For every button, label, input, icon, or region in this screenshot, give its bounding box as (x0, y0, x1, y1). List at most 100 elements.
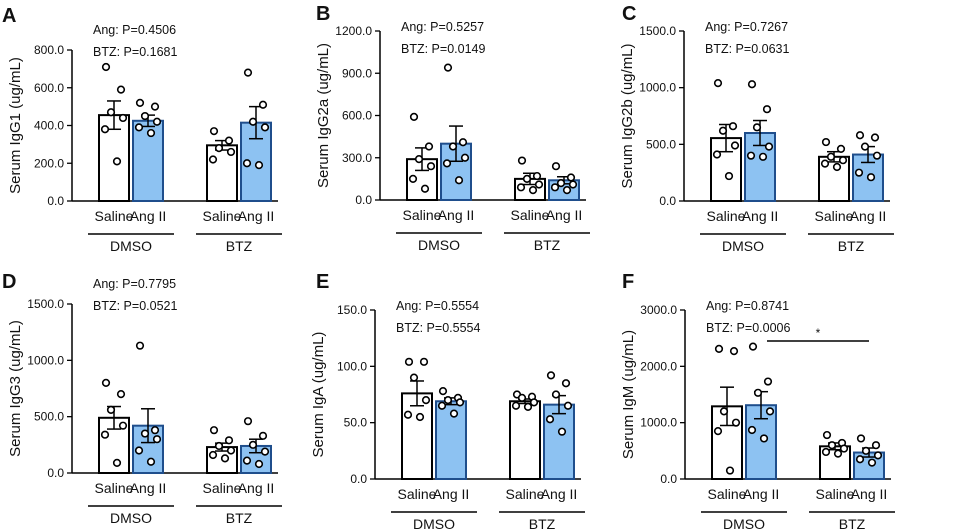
data-point (820, 159, 830, 168)
data-point (248, 117, 258, 126)
stats-text: Ang: P=0.4506 (93, 23, 176, 37)
data-point (224, 136, 234, 145)
y-tick-label: 400.0 (34, 119, 64, 133)
data-point (152, 435, 162, 444)
data-point (258, 431, 268, 440)
stats-text: Ang: P=0.5554 (396, 299, 479, 313)
y-axis-label: Serum IgG2a (ug/mL) (315, 43, 332, 188)
y-tick-label: 150.0 (337, 303, 367, 317)
stats-text: Ang: P=0.5257 (401, 20, 484, 34)
data-point (260, 447, 270, 456)
y-axis-label: Serum IgG3 (ug/mL) (7, 320, 24, 457)
category-label: Saline (506, 486, 545, 502)
group-label: DMSO (418, 237, 460, 253)
data-point (409, 373, 419, 382)
bar (509, 400, 541, 481)
y-tick-label: 0.0 (47, 194, 64, 208)
group-label: BTZ (226, 238, 253, 254)
category-label: Saline (203, 208, 242, 224)
data-point (442, 159, 452, 168)
stats-text: Ang: P=0.8741 (706, 299, 789, 313)
data-point (712, 150, 722, 159)
data-point (424, 142, 434, 151)
category-label: Saline (403, 207, 442, 223)
panel-letter: C (622, 3, 636, 25)
data-point (146, 128, 156, 138)
data-point (528, 186, 538, 195)
data-point (517, 156, 527, 165)
data-point (517, 393, 527, 402)
data-point (443, 396, 453, 405)
y-tick-label: 800.0 (34, 43, 64, 57)
data-point (134, 123, 144, 132)
data-point (448, 142, 458, 151)
significance-star: * (816, 326, 821, 340)
y-tick-label: 0.0 (355, 193, 372, 207)
data-point (713, 427, 723, 436)
data-point (827, 441, 837, 450)
data-point (763, 377, 773, 386)
data-point (725, 466, 735, 475)
group-label: DMSO (110, 238, 152, 254)
data-point (449, 409, 459, 418)
category-label: Saline (95, 208, 134, 224)
data-point (867, 458, 877, 467)
y-tick-label: 0.0 (350, 472, 367, 486)
data-point (242, 159, 252, 168)
y-tick-label: 1500.0 (639, 24, 676, 38)
data-point (545, 415, 555, 424)
data-point (821, 447, 831, 457)
data-point (254, 161, 264, 170)
data-point (248, 440, 258, 449)
y-axis-label: Serum IgA (ug/mL) (310, 332, 327, 458)
group-label: DMSO (723, 516, 765, 529)
data-point (135, 341, 145, 350)
bar (543, 403, 575, 481)
data-point (226, 446, 236, 455)
category-label: Ang II (438, 207, 475, 223)
data-point (561, 379, 571, 388)
category-label: Saline (203, 480, 242, 496)
category-label: Saline (816, 486, 855, 502)
data-point (140, 429, 150, 438)
data-point (112, 157, 122, 166)
data-point (728, 122, 738, 131)
data-point (532, 171, 542, 181)
y-tick-label: 500.0 (646, 137, 676, 151)
y-axis-label: Serum IgM (ug/mL) (620, 330, 637, 459)
data-point (454, 176, 464, 185)
data-point (150, 426, 160, 435)
panel-letter: E (316, 271, 329, 293)
data-point (511, 401, 521, 410)
category-label: Ang II (546, 207, 583, 223)
data-point (718, 126, 728, 135)
data-point (214, 144, 224, 153)
data-point (870, 133, 880, 142)
data-point (254, 459, 264, 469)
y-tick-label: 500.0 (34, 410, 64, 424)
data-point (748, 342, 758, 351)
data-point (866, 173, 876, 182)
data-point (118, 421, 128, 430)
y-tick-label: 200.0 (34, 156, 64, 170)
category-label: Ang II (541, 486, 578, 502)
stats-text: BTZ: P=0.0006 (706, 321, 790, 335)
data-point (214, 441, 224, 451)
data-point (764, 142, 774, 151)
data-point (871, 441, 881, 450)
y-tick-label: 50.0 (344, 416, 368, 430)
stats-text: BTZ: P=0.1681 (93, 45, 177, 59)
data-point (753, 388, 763, 397)
y-tick-label: 1000.0 (27, 353, 64, 367)
y-tick-label: 100.0 (337, 359, 367, 373)
data-point (534, 180, 544, 189)
data-point (724, 171, 734, 181)
data-point (872, 151, 882, 160)
data-point (208, 155, 218, 164)
data-point (855, 455, 865, 464)
category-label: Ang II (130, 208, 167, 224)
data-point (546, 371, 556, 380)
